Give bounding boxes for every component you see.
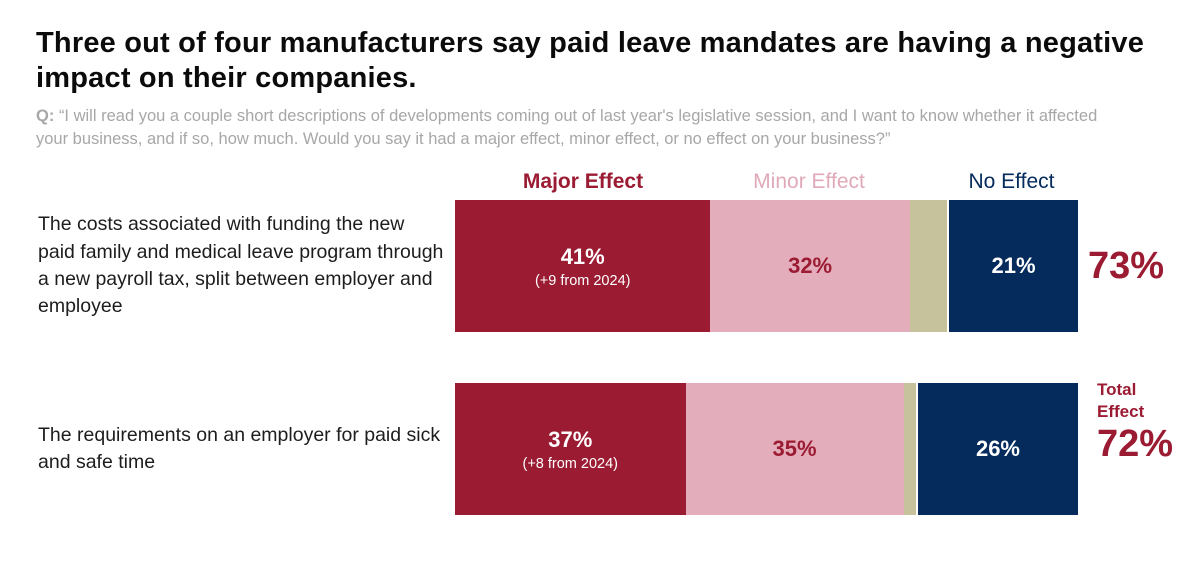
segment-minor-effect: 35% [685,383,904,515]
segment-unlabeled [909,200,948,332]
question-prefix: Q: [36,107,55,125]
total-percent: 72% [1097,423,1174,466]
segment-value-label: 41% [560,243,605,269]
segment-no-effect: 21% [947,200,1078,332]
segment-value-label: 37% [548,426,593,452]
segment-major-effect: 37% (+8 from 2024) [455,383,686,515]
total-effect-label-line1: Total [1097,380,1137,399]
segment-unlabeled [903,383,916,515]
segment-change-note: (+9 from 2024) [534,272,631,289]
total-effect-value-row1: 73% [1088,200,1164,332]
column-header-no-effect: No Effect [968,170,1055,193]
segment-change-note: (+8 from 2024) [522,455,618,472]
segment-value-label: 35% [772,436,817,461]
row-label-paid-family-medical-leave: The costs associated with funding the ne… [38,213,444,318]
segment-major-effect: 41% (+9 from 2024) [455,200,711,332]
bar-row-paid-family-medical-leave: 41% (+9 from 2024) 32% 21% [455,200,1078,332]
question-text: Q: “I will read you a couple short descr… [36,105,1131,151]
segment-minor-effect: 32% [710,200,910,332]
column-header-major-effect: Major Effect [522,170,644,193]
total-effect-label: Total Effect [1097,379,1157,423]
segment-value-label: 26% [975,436,1020,461]
row-label-paid-sick-safe-time: The requirements on an employer for paid… [38,423,441,473]
total-percent: 73% [1088,244,1165,287]
segment-value-label: 32% [788,253,833,278]
segment-value-label: 21% [991,253,1036,278]
page-title: Three out of four manufacturers say paid… [36,27,1145,95]
question-body: “I will read you a couple short descript… [36,107,1098,149]
segment-no-effect: 26% [916,383,1078,515]
total-effect-label-line2: Effect [1097,402,1145,422]
column-header-minor-effect: Minor Effect [753,170,865,193]
bar-row-paid-sick-safe-time: 37% (+8 from 2024) 35% 26% [455,383,1078,515]
total-effect-block-row2: Total Effect 72% [1097,379,1173,466]
